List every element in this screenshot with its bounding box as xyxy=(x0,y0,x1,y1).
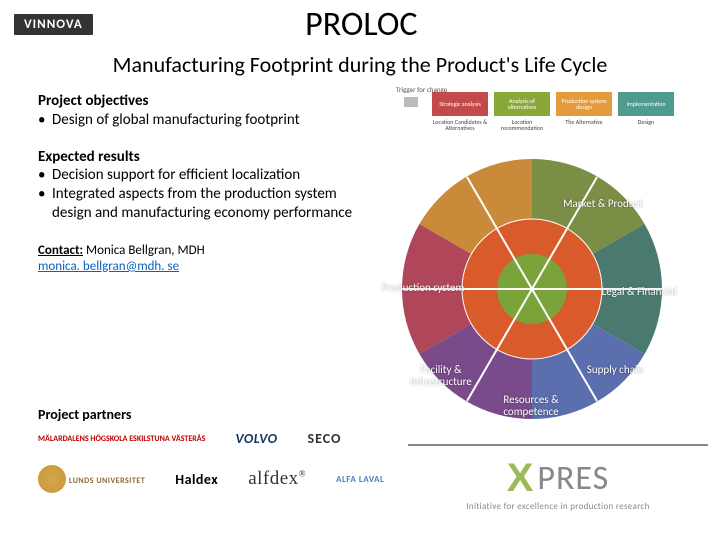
wheel-label: Resources & competence xyxy=(486,394,576,418)
bullet-item: •Integrated aspects from the production … xyxy=(38,185,368,223)
xpres-logo: X PRES xyxy=(507,456,610,501)
flow-sublabel: The Alternative xyxy=(556,119,612,125)
contact-email-link[interactable]: monica. bellgran@mdh. se xyxy=(38,259,179,274)
flow-sublabel: Location Candidates & Alternatives xyxy=(432,119,488,131)
bullet-item: •Decision support for efficient localiza… xyxy=(38,166,368,185)
objectives-heading: Project objectives xyxy=(38,92,368,111)
wheel-label: Facility & Infrastructure xyxy=(396,364,486,388)
bullet-text: Design of global manufacturing footprint xyxy=(52,111,300,130)
flow-box: Strategic analysis xyxy=(432,92,488,116)
partner-lund-logo: LUNDS UNIVERSITET xyxy=(38,465,145,493)
partner-lund-text: LUNDS UNIVERSITET xyxy=(69,476,145,486)
partner-alfalaval-logo: ALFA LAVAL xyxy=(336,474,384,485)
page-title: PROLOC xyxy=(93,4,720,45)
flow-sublabel: Design xyxy=(618,119,674,125)
partner-volvo-logo: VOLVO xyxy=(235,430,277,447)
bullet-text: Integrated aspects from the production s… xyxy=(52,185,368,223)
results-heading: Expected results xyxy=(38,148,368,167)
partners-row: MÄLARDALENS HÖGSKOLA ESKILSTUNA VÄSTERÅS… xyxy=(38,430,388,493)
contact-label: Contact: xyxy=(38,243,83,258)
wheel-label: Legal & Financial xyxy=(594,286,684,298)
flow-sublabel: Location recommendation xyxy=(494,119,550,131)
alfdex-text: alfdex xyxy=(248,468,298,489)
contact-name: Monica Bellgran, MDH xyxy=(83,243,205,258)
xpres-x-icon: X xyxy=(507,456,534,501)
wheel-diagram: Market & Product Legal & Financial Supply … xyxy=(382,154,682,424)
right-column: Trigger for change Strategic analysisAna… xyxy=(368,92,706,275)
partner-haldex-logo: Haldex xyxy=(175,471,218,488)
partner-malardalen-logo: MÄLARDALENS HÖGSKOLA ESKILSTUNA VÄSTERÅS xyxy=(38,434,205,444)
partner-seco-logo: SECO xyxy=(307,430,341,447)
flow-diagram: Trigger for change Strategic analysisAna… xyxy=(396,86,686,144)
xpres-name: PRES xyxy=(537,458,609,499)
flow-box: Implementation xyxy=(618,92,674,116)
bullet-text: Decision support for efficient localizat… xyxy=(52,166,300,185)
vinnova-logo: VINNOVA xyxy=(14,14,93,35)
wheel-label: Market & Product xyxy=(558,198,648,210)
xpres-tagline: Initiative for excellence in production … xyxy=(466,501,649,512)
wheel-label: Supply chain xyxy=(570,364,660,376)
partner-alfdex-logo: alfdex® xyxy=(248,468,306,490)
flow-box: Production system design xyxy=(556,92,612,116)
flow-box: Analysis of alternatives xyxy=(494,92,550,116)
lund-seal-icon xyxy=(38,465,66,493)
partners-heading: Project partners xyxy=(38,406,132,423)
wheel-label: Production system xyxy=(378,282,468,294)
bullet-item: •Design of global manufacturing footprin… xyxy=(38,111,368,130)
contact-line: Contact: Monica Bellgran, MDH monica. be… xyxy=(38,243,368,276)
xpres-block: X PRES Initiative for excellence in prod… xyxy=(408,444,708,522)
left-column: Project objectives •Design of global man… xyxy=(38,92,368,275)
flow-arrow-icon xyxy=(404,97,418,107)
page-subtitle: Manufacturing Footprint during the Produ… xyxy=(0,51,720,78)
registered-icon: ® xyxy=(299,469,306,479)
